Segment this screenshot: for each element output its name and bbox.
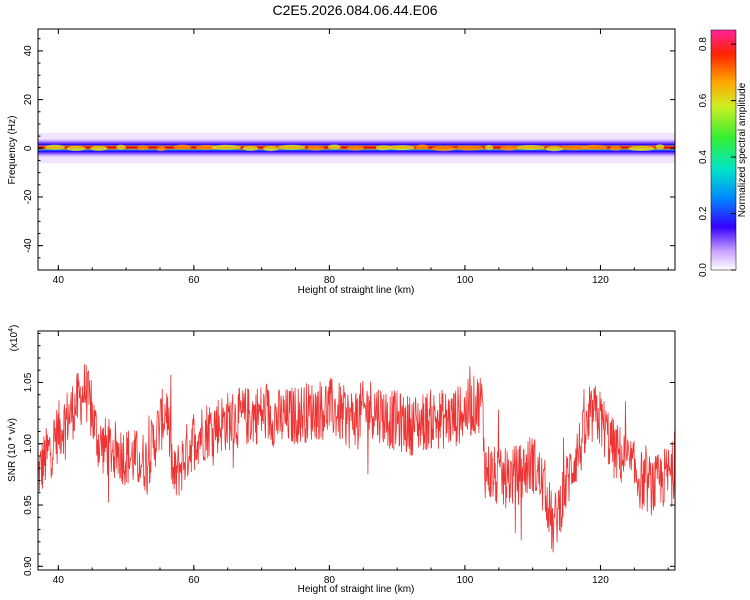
spectrogram-x-tick-label: 40: [53, 275, 65, 286]
band-spot: [415, 144, 429, 150]
band-spot: [581, 144, 608, 150]
snr-x-tick-label: 60: [188, 575, 200, 586]
spectrogram-y-tick-label: -40: [23, 238, 34, 253]
colorbar: 0.8 0.6 0.4 0.2 0.0 Normalized spectral ampl…: [698, 29, 748, 277]
snr-x-tick-label: 100: [457, 575, 474, 586]
spectrogram-y-tick-label: -20: [23, 189, 34, 204]
band-spot: [307, 145, 325, 151]
band-spot: [375, 145, 391, 151]
snr-y-axis-label: SNR (10 * v/v): [7, 418, 18, 482]
band-spot: [627, 145, 656, 151]
spectrogram-y-tick-label: 0: [23, 145, 34, 151]
band-spot: [242, 145, 259, 151]
band-spot: [277, 144, 306, 150]
band-spot: [388, 145, 415, 151]
snr-panel: 40 60 80 100 120 1.05 1.00 0.95 0.90 Height of …: [7, 325, 676, 595]
band-spot: [90, 145, 108, 151]
band-spot: [44, 144, 66, 150]
band-spot: [211, 144, 242, 150]
band-spot: [545, 146, 564, 152]
band-spot: [431, 146, 457, 152]
band-spot: [346, 145, 365, 151]
colorbar-gradient: [710, 29, 737, 271]
spectrogram-x-tick-label: 120: [592, 275, 609, 286]
snr-y-scale-label: (x104): [8, 325, 20, 352]
snr-y-tick-label: 1.00: [23, 434, 34, 454]
spectrogram-y-tick-label: 40: [23, 45, 34, 57]
snr-x-tick-label: 40: [53, 575, 65, 586]
chart-title: C2E5.2026.084.06.44.E06: [272, 2, 438, 18]
band-spot: [515, 145, 545, 151]
snr-frame: [37, 330, 676, 571]
colorbar-tick-label: 0.6: [698, 93, 709, 107]
band-spot: [196, 144, 217, 150]
band-spot: [66, 146, 86, 152]
colorbar-tick-label: 0.2: [698, 206, 709, 220]
snr-x-tick-label: 80: [324, 575, 336, 586]
snr-y-tick-label: 0.90: [23, 556, 34, 576]
band-spot: [609, 145, 622, 151]
snr-series-line: [38, 364, 675, 553]
band-spot: [262, 146, 279, 152]
spectrogram-x-tick-label: 80: [324, 275, 336, 286]
band-spot: [561, 145, 589, 151]
colorbar-label: Normalized spectral amplitude: [737, 82, 748, 217]
band-spot: [484, 144, 494, 150]
spectrogram-band: [38, 133, 675, 163]
spectrogram-x-tick-label: 60: [188, 275, 200, 286]
band-spot: [500, 145, 517, 151]
spectrogram-y-tick-label: 20: [23, 94, 34, 106]
spectrogram-x-tick-label: 100: [457, 275, 474, 286]
spectrogram-x-axis-label: Height of straight line (km): [298, 285, 415, 296]
band-spot: [655, 144, 665, 150]
snr-x-tick-label: 120: [592, 575, 609, 586]
snr-x-axis-label: Height of straight line (km): [298, 584, 415, 595]
band-spot: [116, 144, 126, 150]
band-spot: [173, 144, 192, 150]
snr-y-tick-label: 1.05: [23, 372, 34, 392]
band-spot: [327, 144, 341, 150]
spectrogram-frame: [37, 28, 676, 271]
spectrogram-panel: 40 60 80 100 120 40 20 0 -20 -40 Height of strai…: [7, 28, 676, 296]
spectrogram-y-axis-label: Frequency (Hz): [7, 116, 18, 185]
colorbar-tick-label: 0.8: [698, 37, 709, 51]
snr-y-tick-label: 0.95: [23, 495, 34, 515]
colorbar-tick-label: 0.0: [698, 263, 709, 277]
band-spot: [137, 145, 149, 151]
band-spot: [456, 145, 484, 151]
band-spot: [156, 146, 166, 152]
colorbar-tick-label: 0.4: [698, 150, 709, 164]
